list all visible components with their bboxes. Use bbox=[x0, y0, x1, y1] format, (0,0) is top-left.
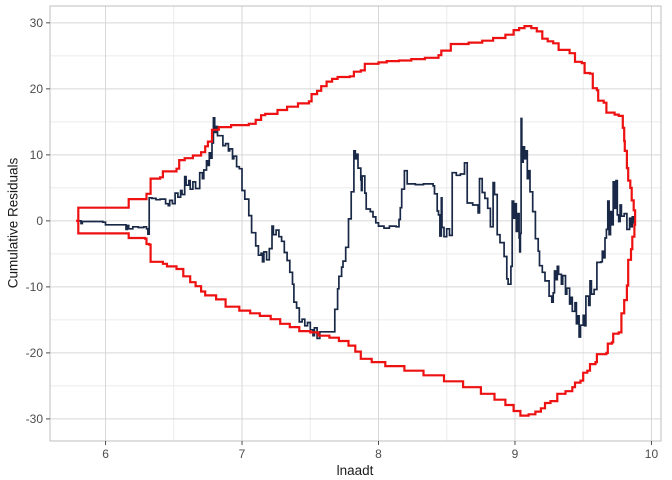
y-tick-label: -10 bbox=[26, 280, 44, 294]
panel-border bbox=[49, 5, 662, 442]
x-tick-label: 9 bbox=[512, 447, 519, 461]
series-lines bbox=[76, 25, 637, 417]
series-envelope-upper bbox=[76, 25, 637, 222]
series-envelope-lower bbox=[76, 218, 637, 417]
y-tick-label: 30 bbox=[30, 16, 44, 30]
x-tick-label: 6 bbox=[102, 447, 109, 461]
y-tick-label: 20 bbox=[30, 82, 44, 96]
series-cumulative-residuals bbox=[78, 117, 636, 340]
x-tick-label: 8 bbox=[375, 447, 382, 461]
axis-ticks bbox=[46, 22, 652, 445]
axis-tick-labels: 6 7 8 9 10 -30 -20 -10 0 10 20 30 bbox=[26, 16, 659, 461]
y-tick-label: -30 bbox=[26, 412, 44, 426]
x-tick-label: 10 bbox=[645, 447, 659, 461]
x-tick-label: 7 bbox=[239, 447, 246, 461]
y-tick-label: 0 bbox=[36, 214, 43, 228]
x-axis-title: lnaadt bbox=[336, 463, 374, 478]
gridlines-minor bbox=[50, 6, 661, 441]
y-axis-title: Cumulative Residuals bbox=[5, 157, 21, 289]
y-tick-label: 10 bbox=[30, 148, 44, 162]
y-tick-label: -20 bbox=[26, 346, 44, 360]
